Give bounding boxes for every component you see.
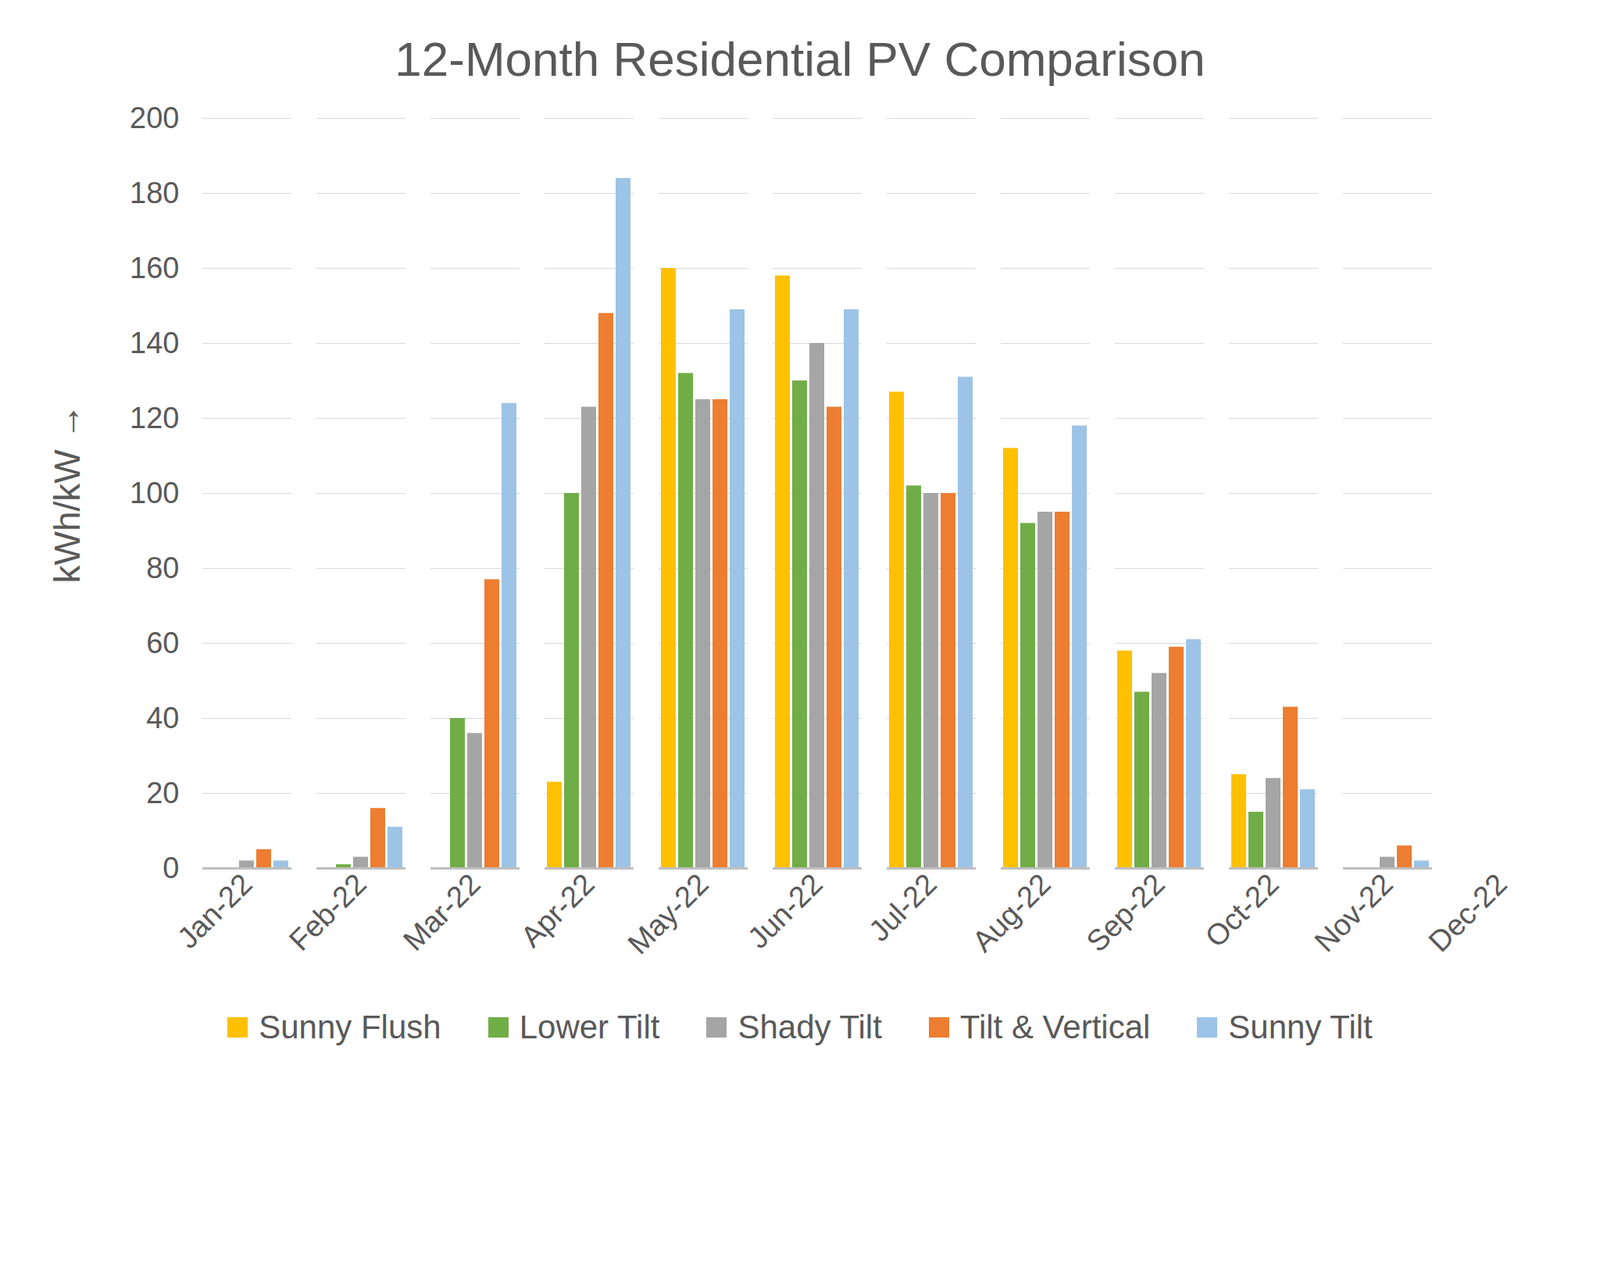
svg-text:0: 0: [162, 851, 179, 885]
svg-text:kWh/kW →: kWh/kW →: [46, 403, 88, 584]
svg-text:Feb-22: Feb-22: [282, 867, 373, 958]
html-text:Shady Tilt: Shady Tilt: [737, 1008, 882, 1046]
html-text:12-Month Residential PV Compar: 12-Month Residential PV Comparison: [394, 32, 1206, 86]
svg-text:180: 180: [129, 176, 179, 210]
svg-text:Dec-22: Dec-22: [1421, 867, 1513, 958]
svg-text:80: 80: [146, 551, 179, 585]
svg-text:Jan-22: Jan-22: [171, 867, 259, 955]
svg-text:Sep-22: Sep-22: [1079, 867, 1171, 958]
svg-text:Jun-22: Jun-22: [741, 867, 829, 955]
svg-text:Oct-22: Oct-22: [1198, 867, 1285, 954]
html-text:Lower Tilt: Lower Tilt: [519, 1008, 660, 1046]
svg-text:20: 20: [146, 776, 179, 810]
svg-text:Apr-22: Apr-22: [514, 867, 600, 954]
html-text:Sunny Tilt: Sunny Tilt: [1228, 1008, 1373, 1046]
html-text:Tilt & Vertical: Tilt & Vertical: [960, 1008, 1151, 1046]
svg-text:40: 40: [146, 701, 179, 735]
svg-text:200: 200: [129, 101, 179, 135]
svg-text:May-22: May-22: [621, 867, 715, 961]
html-text:Sunny Flush: Sunny Flush: [258, 1008, 442, 1046]
svg-text:120: 120: [129, 401, 179, 435]
svg-text:140: 140: [129, 326, 179, 360]
svg-text:Aug-22: Aug-22: [965, 867, 1057, 958]
svg-text:Mar-22: Mar-22: [396, 867, 487, 958]
svg-text:Nov-22: Nov-22: [1307, 867, 1399, 958]
svg-text:100: 100: [129, 476, 179, 510]
svg-text:160: 160: [129, 251, 179, 285]
svg-text:60: 60: [146, 626, 179, 660]
svg-text:Jul-22: Jul-22: [862, 867, 943, 948]
